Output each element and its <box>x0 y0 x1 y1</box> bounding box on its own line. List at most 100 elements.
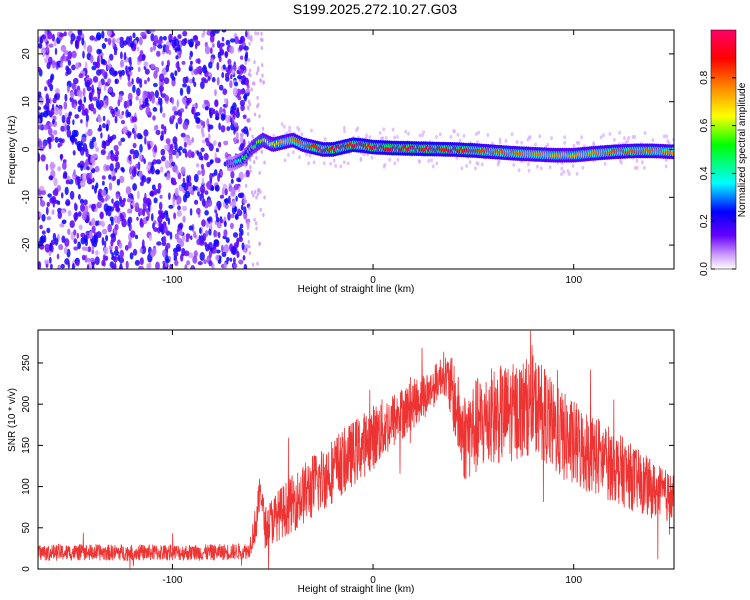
noise-cell <box>151 213 154 222</box>
noise-cell <box>73 238 78 245</box>
noise-cell <box>160 87 163 96</box>
noise-cell <box>174 70 178 77</box>
snr-series-line <box>38 330 674 569</box>
noise-cell <box>63 101 68 110</box>
noise-cell <box>52 97 57 104</box>
noise-cell <box>101 68 106 77</box>
noise-cell <box>101 228 108 235</box>
snr-marks <box>38 330 674 569</box>
halo-cell <box>635 158 639 163</box>
noise-cell <box>152 222 155 230</box>
halo-cell <box>643 165 646 170</box>
noise-cell <box>171 76 176 81</box>
snr-xlabel: Height of straight line (km) <box>298 584 415 595</box>
halo-cell <box>560 166 564 171</box>
noise-cell <box>199 185 206 194</box>
noise-cell <box>196 66 199 75</box>
noise-cell <box>105 165 111 171</box>
noise-cell <box>181 38 187 47</box>
noise-cell <box>224 197 229 206</box>
noise-cell <box>42 34 46 40</box>
noise-cell <box>172 106 177 112</box>
snr-frame <box>37 329 675 570</box>
noise-cell <box>77 30 81 35</box>
noise-cell <box>46 216 52 221</box>
noise-cell <box>255 155 258 160</box>
noise-cell <box>224 188 228 196</box>
noise-cell <box>204 210 209 216</box>
noise-cell <box>220 113 226 121</box>
noise-cell <box>197 261 203 266</box>
noise-cell <box>40 235 45 244</box>
noise-cell <box>80 119 83 124</box>
spectrogram-xlabel: Height of straight line (km) <box>298 284 415 295</box>
noise-cell <box>253 81 256 86</box>
noise-cell <box>209 159 214 164</box>
noise-cell <box>101 30 105 39</box>
noise-cell <box>228 195 231 204</box>
noise-cell <box>86 166 90 171</box>
noise-cell <box>77 145 83 152</box>
halo-cell <box>546 142 550 147</box>
noise-cell <box>56 253 60 260</box>
noise-cell <box>136 216 139 221</box>
y-tick-label: 20 <box>21 48 32 60</box>
halo-cell <box>510 132 514 137</box>
noise-cell <box>64 258 70 265</box>
halo-cell <box>370 155 374 160</box>
noise-cell <box>165 258 170 264</box>
noise-cell <box>250 190 254 195</box>
noise-cell <box>238 236 243 242</box>
noise-cell <box>189 60 193 65</box>
x-tick-label: 100 <box>565 575 582 586</box>
noise-cell <box>69 220 75 229</box>
halo-cell <box>468 160 472 165</box>
noise-cell <box>119 265 123 269</box>
halo-cell <box>439 132 442 137</box>
noise-cell <box>74 40 79 49</box>
noise-cell <box>108 174 112 180</box>
noise-cell <box>203 64 207 71</box>
halo-cell <box>474 166 477 171</box>
noise-cell <box>158 201 163 211</box>
noise-cell <box>137 66 141 73</box>
halo-cell <box>380 136 383 141</box>
noise-cell <box>172 115 176 120</box>
noise-cell <box>152 107 158 112</box>
noise-cell <box>92 241 98 248</box>
noise-cell <box>64 93 68 102</box>
noise-cell <box>223 140 229 146</box>
noise-cell <box>164 172 167 177</box>
noise-cell <box>174 38 180 47</box>
noise-cell <box>87 128 93 137</box>
noise-cell <box>60 153 63 161</box>
noise-cell <box>246 225 250 230</box>
noise-cell <box>198 151 203 161</box>
noise-cell <box>162 36 167 41</box>
noise-cell <box>221 72 225 79</box>
noise-cell <box>80 237 86 245</box>
noise-cell <box>233 263 238 269</box>
noise-cell <box>102 180 105 186</box>
noise-cell <box>196 238 201 245</box>
noise-cell <box>141 104 147 109</box>
noise-cell <box>139 248 143 253</box>
noise-cell <box>95 250 99 256</box>
noise-cell <box>171 180 177 186</box>
halo-cell <box>536 164 539 169</box>
noise-cell <box>103 240 107 247</box>
halo-cell <box>497 159 501 164</box>
colorbar-gradient <box>710 29 737 270</box>
noise-cell <box>208 124 214 130</box>
noise-cell <box>66 129 72 138</box>
noise-cell <box>234 36 240 45</box>
y-tick-label: 100 <box>21 478 32 495</box>
noise-cell <box>174 233 180 240</box>
noise-cell <box>102 115 106 122</box>
noise-cell <box>58 244 64 251</box>
noise-cell <box>172 136 178 145</box>
noise-cell <box>217 231 221 239</box>
noise-cell <box>135 163 139 169</box>
noise-cell <box>92 107 97 115</box>
halo-cell <box>287 153 290 157</box>
